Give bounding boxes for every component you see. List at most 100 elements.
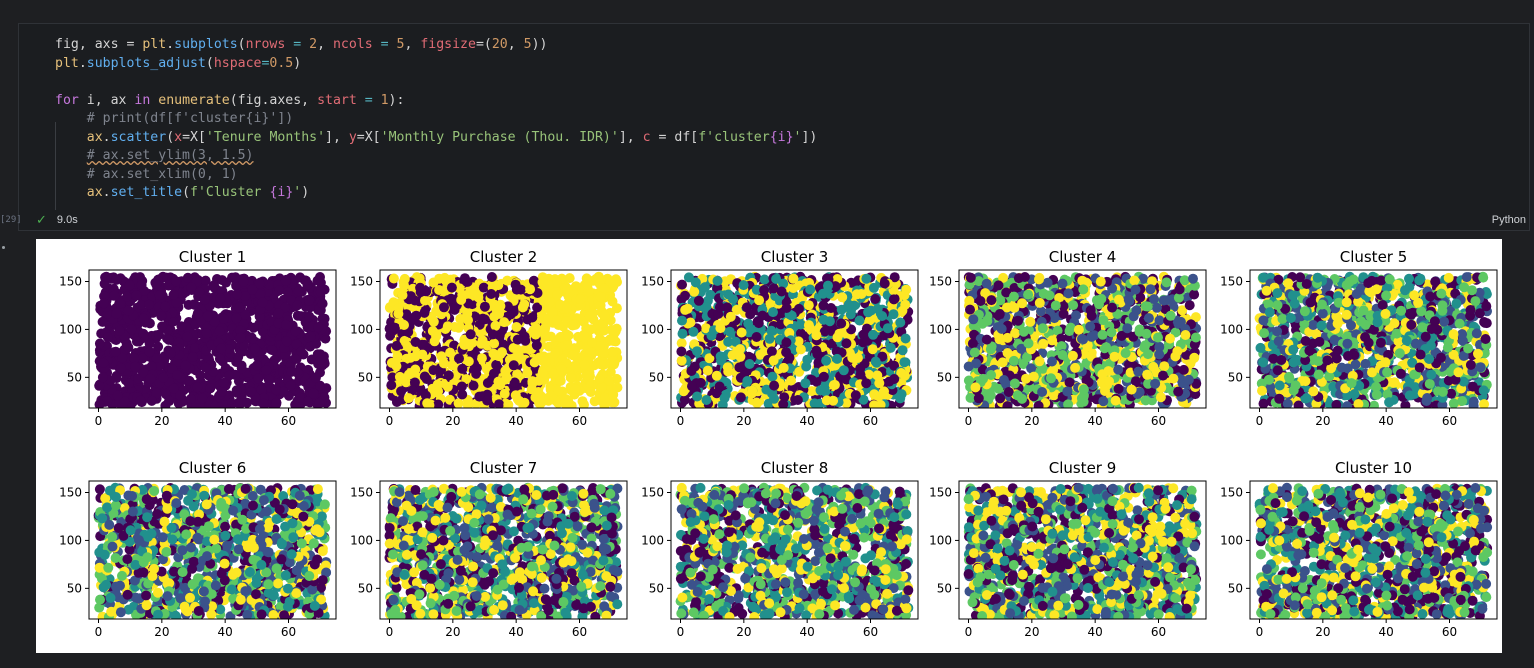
- scatter-point: [1065, 322, 1076, 333]
- code-token: (fig.axes,: [229, 92, 318, 108]
- scatter-point: [1153, 332, 1163, 343]
- scatter-point: [138, 367, 149, 378]
- scatter-point: [501, 372, 512, 383]
- scatter-point: [599, 283, 610, 294]
- scatter-point: [411, 310, 422, 321]
- scatter-point: [1189, 352, 1200, 363]
- scatter-point: [240, 309, 251, 320]
- y-tick-label: 50: [358, 370, 373, 384]
- scatter-point: [1001, 302, 1012, 313]
- scatter-point: [1165, 310, 1176, 321]
- x-tick-label: 40: [800, 414, 815, 428]
- scatter-point: [304, 311, 315, 322]
- scatter-point: [278, 386, 289, 397]
- scatter-point: [727, 350, 738, 361]
- code-editor[interactable]: fig, axs = plt.subplots(nrows = 2, ncols…: [55, 36, 817, 203]
- scatter-point: [510, 279, 521, 290]
- scatter-point: [457, 389, 468, 400]
- scatter-point: [252, 360, 262, 371]
- code-token: x: [174, 129, 183, 145]
- scatter-point: [156, 311, 167, 322]
- scatter-point: [1047, 356, 1057, 367]
- scatter-point: [131, 290, 142, 301]
- scatter-point: [105, 375, 116, 386]
- scatter-point: [419, 307, 430, 318]
- scatter-point: [998, 375, 1009, 385]
- scatter-point: [579, 399, 589, 408]
- scatter-point: [391, 340, 402, 351]
- scatter-point: [540, 357, 551, 368]
- axes-frame: [670, 269, 919, 409]
- scatter-point: [548, 368, 559, 379]
- scatter-point: [895, 393, 906, 404]
- scatter-point: [1138, 273, 1149, 284]
- scatter-point: [390, 322, 400, 333]
- scatter-point: [443, 370, 454, 381]
- scatter-point: [157, 321, 168, 332]
- scatter-point: [531, 340, 542, 351]
- scatter-point: [1002, 401, 1013, 408]
- y-tick-label: 150: [641, 275, 664, 289]
- code-cell[interactable]: fig, axs = plt.subplots(nrows = 2, ncols…: [18, 23, 1530, 231]
- scatter-point: [1097, 369, 1108, 380]
- scatter-point: [977, 318, 988, 329]
- scatter-point: [261, 365, 272, 376]
- scatter-point: [818, 314, 829, 325]
- scatter-point: [555, 375, 566, 386]
- scatter-point: [818, 371, 829, 382]
- scatter-point: [836, 318, 847, 329]
- scatter-point: [230, 272, 241, 283]
- scatter-point: [136, 299, 147, 310]
- scatter-point: [503, 399, 514, 408]
- code-line-9: ax.set_title(f'Cluster {i}'): [87, 185, 309, 200]
- scatter-point: [527, 376, 538, 387]
- scatter-point: [864, 315, 875, 326]
- scatter-point: [136, 280, 147, 290]
- scatter-point: [285, 380, 296, 391]
- scatter-point: [612, 382, 623, 393]
- scatter-point: [525, 284, 536, 295]
- scatter-point: [1054, 293, 1065, 303]
- scatter-point: [527, 312, 538, 323]
- code-line-4: for i, ax in enumerate(fig.axes, start =…: [55, 93, 404, 108]
- scatter-point: [194, 287, 205, 298]
- scatter-point: [151, 278, 162, 289]
- scatter-point: [512, 334, 523, 345]
- scatter-point: [1022, 352, 1032, 363]
- code-token: 5: [523, 37, 532, 52]
- scatter-point: [687, 381, 697, 392]
- scatter-point: [888, 294, 899, 305]
- scatter-point: [160, 301, 171, 312]
- scatter-point: [735, 351, 746, 362]
- scatter-point: [861, 378, 872, 389]
- scatter-point: [290, 326, 301, 337]
- scatter-point: [146, 395, 157, 406]
- scatter-point: [746, 388, 757, 399]
- cell-language[interactable]: Python: [1491, 214, 1526, 226]
- scatter-point: [1048, 390, 1059, 401]
- scatter-point: [218, 313, 229, 324]
- subplot-title: Cluster 2: [470, 248, 538, 266]
- code-token: 0.5: [269, 55, 294, 71]
- code-token: {i}: [769, 129, 794, 145]
- scatter-point: [163, 334, 174, 345]
- code-token: .: [166, 37, 175, 52]
- scatter-point: [689, 286, 700, 297]
- scatter-point: [539, 393, 550, 404]
- scatter-points: [1254, 271, 1492, 408]
- scatter-point: [433, 399, 444, 408]
- scatter-point: [247, 284, 258, 295]
- scatter-point: [1168, 373, 1179, 384]
- scatter-points: [94, 271, 332, 408]
- scatter-point: [764, 333, 775, 344]
- scatter-point: [1010, 328, 1021, 339]
- scatter-point: [1155, 392, 1166, 403]
- scatter-point: [182, 331, 193, 342]
- scatter-point: [837, 292, 848, 303]
- scatter-point: [1086, 310, 1097, 321]
- scatter-point: [885, 342, 896, 353]
- scatter-point: [985, 390, 996, 401]
- scatter-point: [1068, 300, 1079, 311]
- scatter-point: [151, 353, 162, 363]
